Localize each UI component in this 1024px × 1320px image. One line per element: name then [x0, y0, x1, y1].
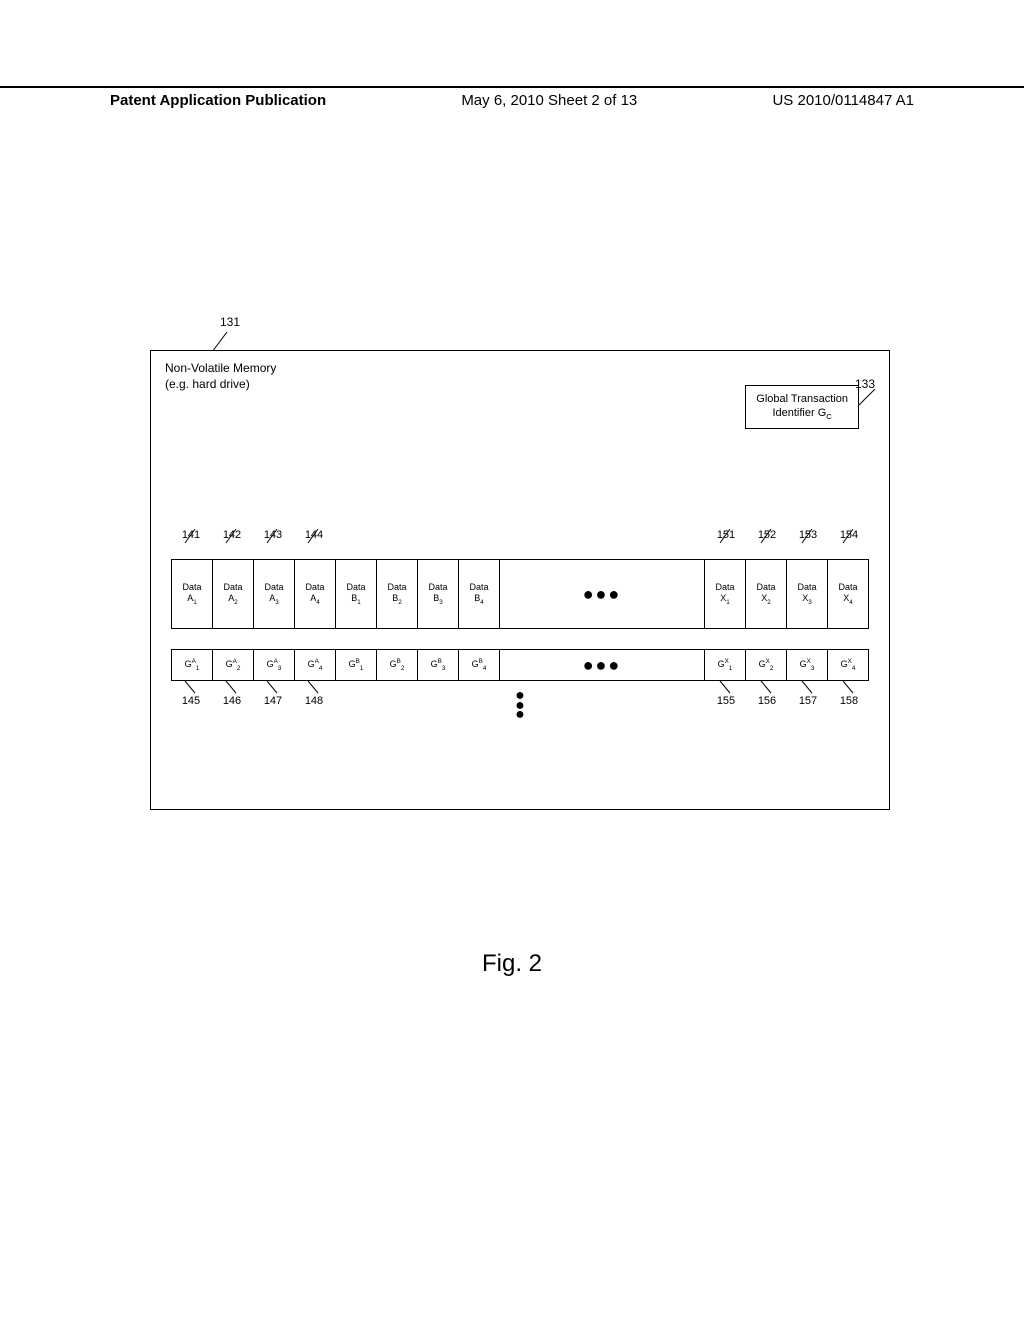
- data-cell: DataB3: [417, 559, 459, 629]
- ellipsis: ●●●: [499, 559, 705, 629]
- header-left: Patent Application Publication: [110, 92, 326, 109]
- data-cell: DataB1: [335, 559, 377, 629]
- nvm-line1: Non-Volatile Memory: [165, 361, 276, 375]
- data-cell: DataA3: [253, 559, 295, 629]
- data-cell: DataA4: [294, 559, 336, 629]
- data-cell: DataX4: [827, 559, 869, 629]
- nvm-line2: (e.g. hard drive): [165, 377, 250, 391]
- g-cell: GX2: [745, 649, 787, 681]
- label-151: 151: [717, 529, 735, 541]
- g-cell: GB3: [417, 649, 459, 681]
- figure-caption: Fig. 2: [0, 950, 1024, 978]
- label-152: 152: [758, 529, 776, 541]
- nvm-label: Non-Volatile Memory (e.g. hard drive): [165, 361, 276, 392]
- label-158: 158: [840, 695, 858, 707]
- label-144: 144: [305, 529, 323, 541]
- label-145: 145: [182, 695, 200, 707]
- label-153: 153: [799, 529, 817, 541]
- g-cell: GA2: [212, 649, 254, 681]
- data-cell: DataB4: [458, 559, 500, 629]
- gti-box: Global Transaction Identifier GC: [745, 385, 859, 429]
- gti-line2: Identifier GC: [772, 407, 831, 419]
- ellipsis: ●●●: [499, 649, 705, 681]
- data-row: DataA1 DataA2 DataA3 DataA4 DataB1 DataB…: [171, 559, 869, 629]
- label-131: 131: [220, 315, 240, 329]
- memory-box: Non-Volatile Memory (e.g. hard drive) 13…: [150, 350, 890, 810]
- label-141: 141: [182, 529, 200, 541]
- data-cell: DataB2: [376, 559, 418, 629]
- figure: 131 Non-Volatile Memory (e.g. hard drive…: [150, 350, 890, 810]
- data-cell: DataA2: [212, 559, 254, 629]
- label-143: 143: [264, 529, 282, 541]
- g-row: GA1 GA2 GA3 GA4 GB1 GB2 GB3 GB4 ●●● GX1 …: [171, 649, 869, 681]
- g-cell: GX4: [827, 649, 869, 681]
- data-cell: DataX2: [745, 559, 787, 629]
- header-right: US 2010/0114847 A1: [772, 92, 914, 109]
- g-cell: GX1: [704, 649, 746, 681]
- gti-line1: Global Transaction: [756, 393, 848, 405]
- header-center: May 6, 2010 Sheet 2 of 13: [461, 92, 637, 109]
- data-cell: DataA1: [171, 559, 213, 629]
- label-156: 156: [758, 695, 776, 707]
- data-cell: DataX1: [704, 559, 746, 629]
- label-147: 147: [264, 695, 282, 707]
- g-cell: GA4: [294, 649, 336, 681]
- label-142: 142: [223, 529, 241, 541]
- label-155: 155: [717, 695, 735, 707]
- g-cell: GA3: [253, 649, 295, 681]
- vertical-dots: ●●●: [515, 691, 525, 720]
- label-146: 146: [223, 695, 241, 707]
- label-148: 148: [305, 695, 323, 707]
- g-cell: GB1: [335, 649, 377, 681]
- g-cell: GB4: [458, 649, 500, 681]
- g-cell: GX3: [786, 649, 828, 681]
- label-154: 154: [840, 529, 858, 541]
- data-cell: DataX3: [786, 559, 828, 629]
- g-cell: GA1: [171, 649, 213, 681]
- top-callouts: 141 142 143 144 151 152 153 154: [171, 529, 869, 559]
- leader-133: [857, 389, 881, 409]
- g-cell: GB2: [376, 649, 418, 681]
- page-header: Patent Application Publication May 6, 20…: [0, 86, 1024, 109]
- label-157: 157: [799, 695, 817, 707]
